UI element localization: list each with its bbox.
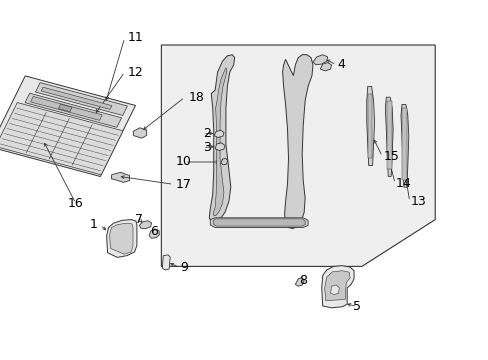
Polygon shape [209,55,234,221]
Text: 12: 12 [128,66,143,78]
Text: 5: 5 [352,300,360,313]
Text: 15: 15 [383,150,399,163]
Polygon shape [386,101,391,169]
Polygon shape [330,285,339,294]
Polygon shape [31,96,102,120]
Text: 18: 18 [188,91,203,104]
Polygon shape [400,104,408,187]
Polygon shape [402,108,407,180]
Polygon shape [0,76,135,176]
Text: 4: 4 [337,58,345,71]
Polygon shape [149,229,159,238]
Polygon shape [41,87,112,109]
Polygon shape [109,223,133,254]
Polygon shape [133,128,146,138]
Polygon shape [324,271,349,301]
Polygon shape [312,55,327,65]
Polygon shape [35,82,127,116]
Text: 3: 3 [203,141,210,154]
Text: 10: 10 [175,156,191,168]
Text: 11: 11 [128,31,143,44]
Polygon shape [106,220,137,257]
Text: 17: 17 [176,178,191,191]
Polygon shape [214,130,224,138]
Text: 2: 2 [203,127,210,140]
Polygon shape [295,278,304,286]
Polygon shape [111,172,129,182]
Polygon shape [282,55,312,229]
Polygon shape [162,255,170,270]
Polygon shape [215,143,224,150]
Polygon shape [367,94,371,158]
Polygon shape [366,86,374,166]
Text: 7: 7 [135,213,143,226]
Text: 16: 16 [68,197,83,210]
Polygon shape [320,63,331,71]
Text: 14: 14 [395,177,411,190]
Polygon shape [221,158,227,165]
Polygon shape [210,218,307,228]
Text: 1: 1 [90,219,98,231]
Polygon shape [213,68,226,216]
Polygon shape [0,103,122,175]
Text: 6: 6 [150,225,158,238]
Polygon shape [385,97,392,176]
Polygon shape [321,266,353,308]
Text: 9: 9 [180,261,187,274]
Polygon shape [25,93,122,127]
Polygon shape [59,104,72,112]
Text: 13: 13 [410,195,426,208]
Polygon shape [213,219,305,226]
Polygon shape [139,221,151,229]
Text: 8: 8 [299,274,306,287]
Polygon shape [161,45,434,266]
